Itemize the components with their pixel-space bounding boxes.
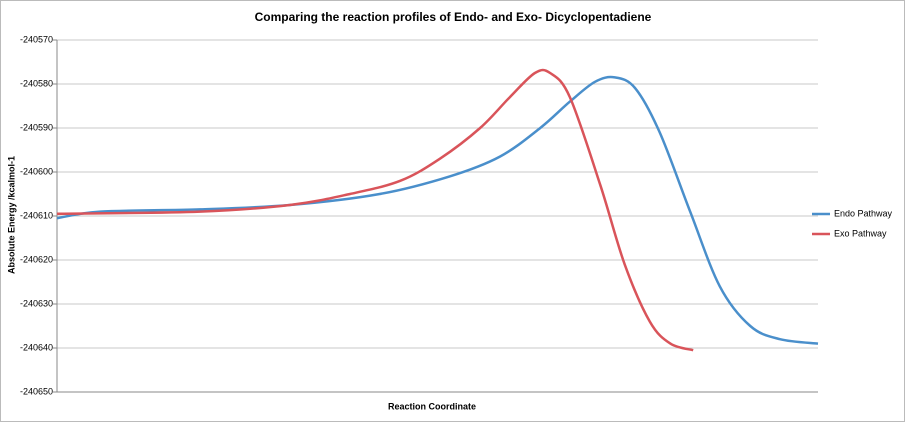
legend-label: Endo Pathway bbox=[834, 208, 893, 218]
y-tick-label: -240600 bbox=[20, 166, 53, 176]
y-tick-label: -240580 bbox=[20, 78, 53, 88]
y-axis-title: Absolute Energy /kcalmol-1 bbox=[6, 156, 16, 274]
y-tick-label: -240570 bbox=[20, 34, 53, 44]
y-tick-label: -240620 bbox=[20, 254, 53, 264]
legend-label: Exo Pathway bbox=[834, 228, 887, 238]
y-tick-label: -240590 bbox=[20, 122, 53, 132]
chart-title: Comparing the reaction profiles of Endo-… bbox=[255, 10, 652, 24]
y-tick-label: -240650 bbox=[20, 386, 53, 396]
line-series bbox=[56, 68, 694, 352]
x-axis-title: Reaction Coordinate bbox=[388, 401, 476, 411]
y-tick-label: -240610 bbox=[20, 210, 53, 220]
y-tick-label: -240630 bbox=[20, 298, 53, 308]
y-tick-label: -240640 bbox=[20, 342, 53, 352]
